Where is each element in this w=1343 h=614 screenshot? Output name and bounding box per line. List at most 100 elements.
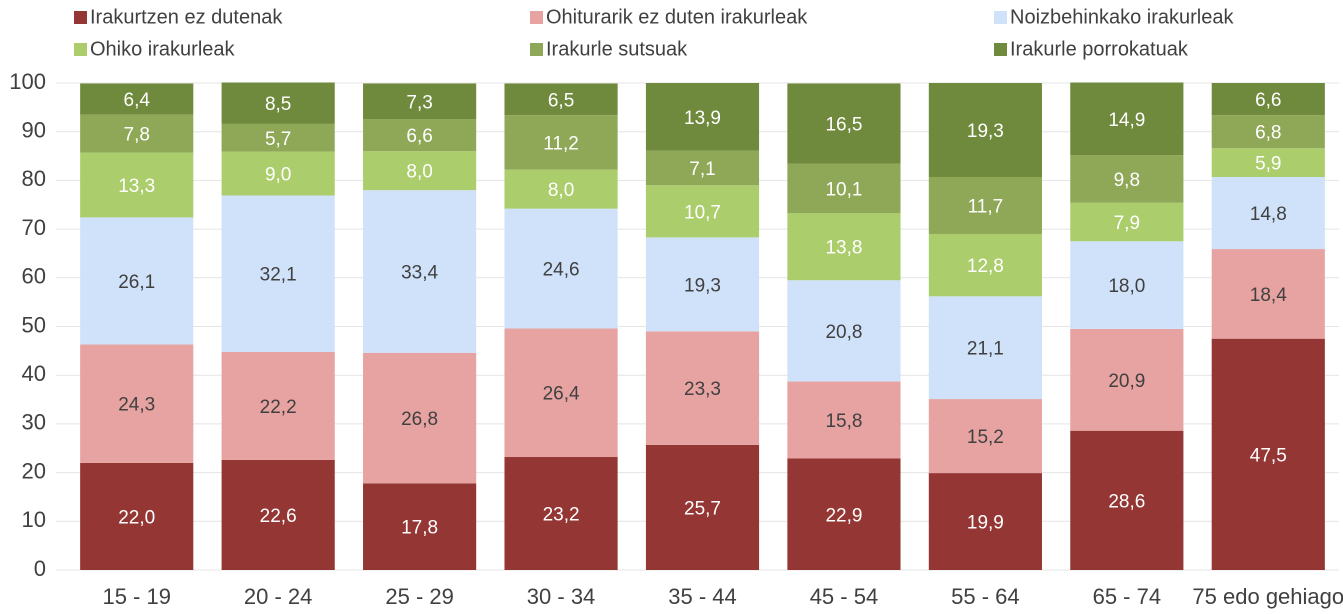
value-label: 10,1 bbox=[825, 179, 862, 200]
bar-segment bbox=[787, 381, 901, 459]
legend-label: Irakurle porrokatuak bbox=[1010, 38, 1189, 60]
bar-segment bbox=[221, 123, 335, 152]
bar-segment bbox=[1070, 202, 1184, 242]
bar-segment bbox=[363, 119, 477, 152]
y-tick-label: 40 bbox=[22, 361, 46, 386]
legend-label: Ohiturarik ez duten irakurleak bbox=[546, 6, 808, 28]
value-label: 14,8 bbox=[1250, 204, 1287, 225]
bar-segment bbox=[1070, 82, 1184, 156]
value-label: 26,8 bbox=[401, 409, 438, 430]
bar-segment bbox=[787, 83, 901, 164]
value-label: 19,9 bbox=[967, 513, 1004, 534]
y-tick-label: 0 bbox=[34, 556, 46, 581]
value-label: 25,7 bbox=[684, 498, 721, 519]
value-label: 15,8 bbox=[825, 411, 862, 432]
bar-segment bbox=[504, 208, 618, 329]
bar-segment bbox=[1070, 328, 1184, 431]
y-tick-label: 80 bbox=[22, 166, 46, 191]
bar-segment bbox=[645, 83, 760, 151]
value-label: 12,8 bbox=[967, 256, 1004, 277]
value-label: 22,2 bbox=[260, 397, 297, 418]
legend-label: Irakurtzen ez dutenak bbox=[90, 6, 283, 28]
value-label: 5,9 bbox=[1255, 154, 1281, 175]
legend-swatch bbox=[994, 11, 1007, 24]
bar-segment bbox=[504, 115, 618, 170]
bar-segment bbox=[1070, 155, 1184, 203]
value-label: 7,8 bbox=[124, 125, 150, 146]
x-tick-label: 30 - 34 bbox=[527, 584, 596, 609]
bar-segment bbox=[645, 237, 760, 332]
value-label: 7,3 bbox=[406, 92, 432, 113]
bar-segment bbox=[80, 114, 194, 153]
bar-segment bbox=[928, 233, 1042, 297]
bar-segment bbox=[1070, 430, 1184, 570]
value-label: 20,9 bbox=[1108, 371, 1145, 392]
bar-segment bbox=[928, 83, 1042, 177]
value-label: 32,1 bbox=[260, 265, 297, 286]
value-label: 16,5 bbox=[825, 115, 862, 136]
bar-segment bbox=[221, 195, 335, 352]
value-label: 14,9 bbox=[1108, 110, 1145, 131]
bar-segment bbox=[363, 483, 477, 570]
value-label: 7,1 bbox=[689, 159, 715, 180]
bar-segment bbox=[1211, 115, 1325, 149]
legend-swatch bbox=[994, 43, 1007, 56]
legend-label: Irakurle sutsuak bbox=[546, 38, 688, 60]
value-label: 9,8 bbox=[1114, 170, 1140, 191]
value-label: 8,5 bbox=[265, 94, 291, 115]
bar-segment bbox=[363, 190, 477, 353]
bar-segment bbox=[221, 459, 335, 570]
value-label: 10,7 bbox=[684, 202, 721, 223]
bar-segment bbox=[221, 151, 335, 196]
y-tick-label: 90 bbox=[22, 118, 46, 143]
value-label: 47,5 bbox=[1250, 445, 1287, 466]
value-label: 24,6 bbox=[543, 260, 580, 281]
bar-segment bbox=[1211, 176, 1325, 250]
value-label: 11,7 bbox=[968, 196, 1004, 217]
x-tick-label: 45 - 54 bbox=[810, 584, 879, 609]
bar-segment bbox=[645, 150, 760, 186]
value-label: 13,8 bbox=[825, 238, 862, 259]
bar-segment bbox=[645, 331, 760, 445]
value-label: 13,3 bbox=[118, 176, 155, 197]
bar-segment bbox=[928, 296, 1042, 400]
value-label: 26,1 bbox=[118, 272, 155, 293]
value-label: 5,7 bbox=[265, 129, 291, 150]
bar-segment bbox=[928, 399, 1042, 474]
bar-segment bbox=[363, 83, 477, 120]
bar-segment bbox=[504, 328, 618, 458]
legend-swatch bbox=[530, 11, 543, 24]
x-tick-label: 55 - 64 bbox=[951, 584, 1020, 609]
bar-segment bbox=[787, 458, 901, 570]
y-tick-label: 100 bbox=[9, 69, 46, 94]
value-label: 24,3 bbox=[118, 395, 155, 416]
bar-segment bbox=[787, 163, 901, 214]
bar-segment bbox=[645, 185, 760, 238]
x-tick-label: 20 - 24 bbox=[244, 584, 313, 609]
bar-segment bbox=[80, 83, 194, 115]
bar-segment bbox=[787, 213, 901, 281]
x-tick-label: 35 - 44 bbox=[668, 584, 737, 609]
legend-swatch bbox=[530, 43, 543, 56]
bar-segment bbox=[1211, 148, 1325, 177]
bar-segment bbox=[787, 280, 901, 382]
value-label: 19,3 bbox=[967, 121, 1004, 142]
value-label: 6,6 bbox=[1255, 90, 1281, 111]
value-label: 6,5 bbox=[548, 90, 574, 111]
bar-segment bbox=[645, 444, 760, 570]
bar-segment bbox=[928, 473, 1042, 570]
bar-segment bbox=[80, 344, 194, 463]
value-label: 22,6 bbox=[260, 506, 297, 527]
bar-segment bbox=[1070, 241, 1184, 329]
bar-segment bbox=[1211, 83, 1325, 116]
legend-swatch bbox=[74, 43, 87, 56]
bar-segment bbox=[363, 352, 477, 484]
y-tick-label: 60 bbox=[22, 264, 46, 289]
bar-segment bbox=[363, 151, 477, 191]
value-label: 11,2 bbox=[543, 133, 579, 154]
value-label: 28,6 bbox=[1108, 491, 1145, 512]
value-label: 9,0 bbox=[265, 165, 291, 186]
y-tick-label: 20 bbox=[22, 458, 46, 483]
